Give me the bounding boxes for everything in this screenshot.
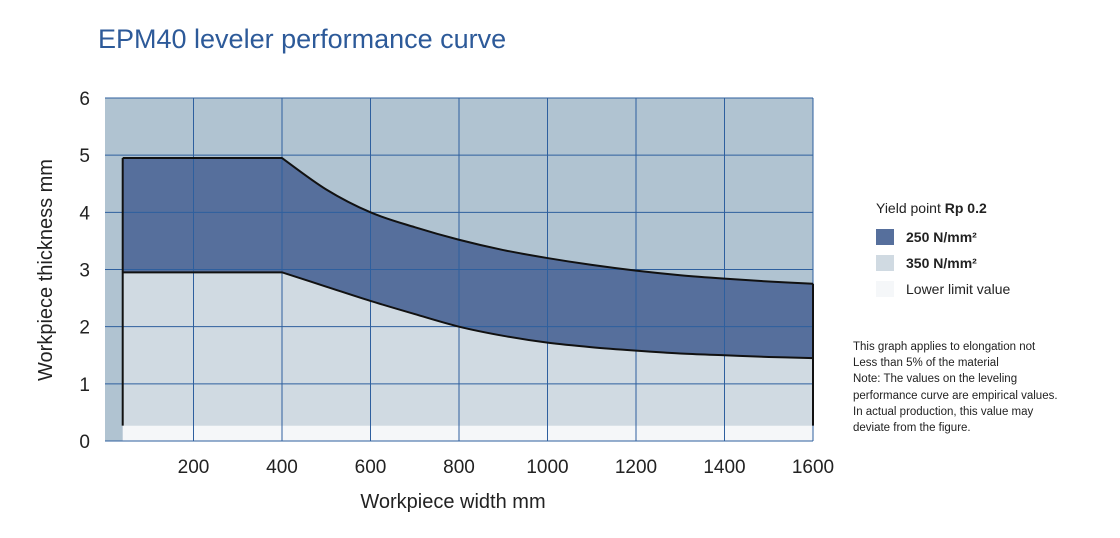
y-tick-label: 2 <box>79 318 90 339</box>
note-line: This graph applies to elongation not <box>853 341 1036 353</box>
y-tick-label: 1 <box>79 375 90 396</box>
x-tick-label: 200 <box>178 457 210 478</box>
note-line: Note: The values on the leveling <box>853 373 1018 386</box>
x-tick-label: 600 <box>355 457 387 478</box>
grid <box>105 97 814 442</box>
legend: Yield point Rp 0.2 250 N/mm² 350 N/mm² L… <box>876 200 1010 302</box>
area-350 <box>122 272 813 426</box>
legend-label-lower-limit: Lower limit value <box>906 281 1011 297</box>
area-250 <box>122 158 813 359</box>
legend-label-350: 350 N/mm² <box>906 255 977 271</box>
y-tick-label: 3 <box>79 261 90 282</box>
note-line: Less than 5% of the material <box>853 357 999 370</box>
note-line: performance curve are empirical values. <box>853 389 1058 402</box>
y-tick-label: 4 <box>79 203 90 224</box>
note-line: In actual production, this value may <box>853 405 1034 418</box>
legend-item-lower-limit: Lower limit value <box>876 276 1010 302</box>
legend-item-350: 350 N/mm² <box>876 250 1010 276</box>
legend-title: Yield point Rp 0.2 <box>876 200 1010 216</box>
curve-250 <box>122 157 814 285</box>
x-tick-label: 1200 <box>615 457 657 478</box>
curve-350 <box>122 271 814 360</box>
y-tick-label: 5 <box>79 146 90 167</box>
note-text: This graph applies to elongation not Les… <box>853 339 1113 436</box>
legend-label-250: 250 N/mm² <box>906 229 977 245</box>
x-tick-label: 400 <box>266 457 298 478</box>
note-line: deviate from the figure. <box>853 422 971 435</box>
x-axis-label: Workpiece width mm <box>360 491 545 513</box>
x-tick-label: 1600 <box>792 457 834 478</box>
y-axis-label: Workpiece thickness mm <box>35 159 57 381</box>
x-tick-label: 1000 <box>526 457 568 478</box>
legend-title-bold: Rp 0.2 <box>944 200 987 216</box>
x-tick-label: 1400 <box>703 457 745 478</box>
lower-limit-area <box>122 425 813 441</box>
legend-swatch-lower-limit <box>876 281 894 297</box>
chart-title: EPM40 leveler performance curve <box>98 24 507 54</box>
legend-swatch-250 <box>876 229 894 245</box>
y-tick-label: 0 <box>79 432 90 453</box>
legend-title-prefix: Yield point <box>876 200 941 216</box>
legend-swatch-350 <box>876 255 894 271</box>
y-tick-label: 6 <box>79 89 90 110</box>
legend-item-250: 250 N/mm² <box>876 224 1010 250</box>
x-tick-label: 800 <box>443 457 475 478</box>
